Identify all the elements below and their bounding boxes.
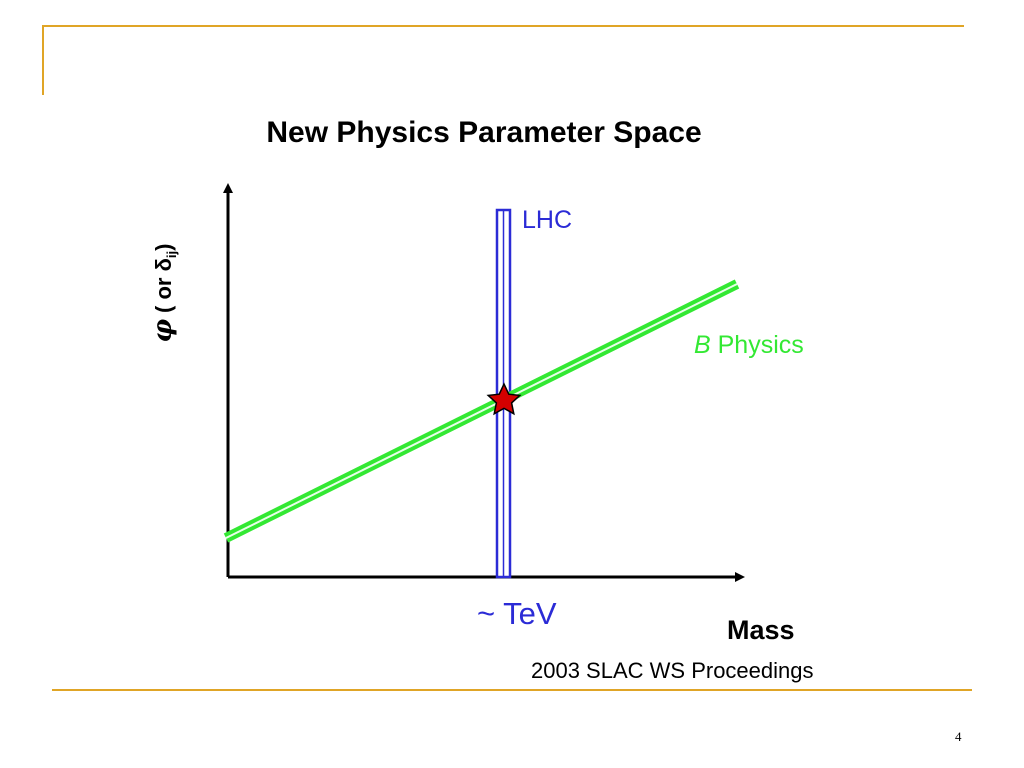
y-axis-label-phi: φ [148,319,178,343]
y-axis-label-subscript: ij [164,251,179,258]
star-icon [486,382,522,416]
b-physics-label-italic: B [694,331,711,359]
header-side-rule [42,25,44,95]
lhc-label: LHC [522,206,572,234]
b-physics-label: B Physics [694,331,804,359]
page-number: 4 [955,729,962,744]
y-axis-label: φ ( or δij) [148,244,179,343]
citation-text: 2003 SLAC WS Proceedings [531,658,814,683]
y-axis-label-close: ) [151,244,176,251]
b-physics-label-rest: Physics [711,331,804,359]
footer-rule [52,689,972,691]
slide-title: New Physics Parameter Space [266,116,701,149]
x-axis-label: Mass [727,615,795,645]
y-axis-label-paren: ( or δ [151,258,176,313]
b-physics-band [223,279,740,543]
header-rule [42,25,964,27]
tev-label: ~ TeV [477,596,557,631]
